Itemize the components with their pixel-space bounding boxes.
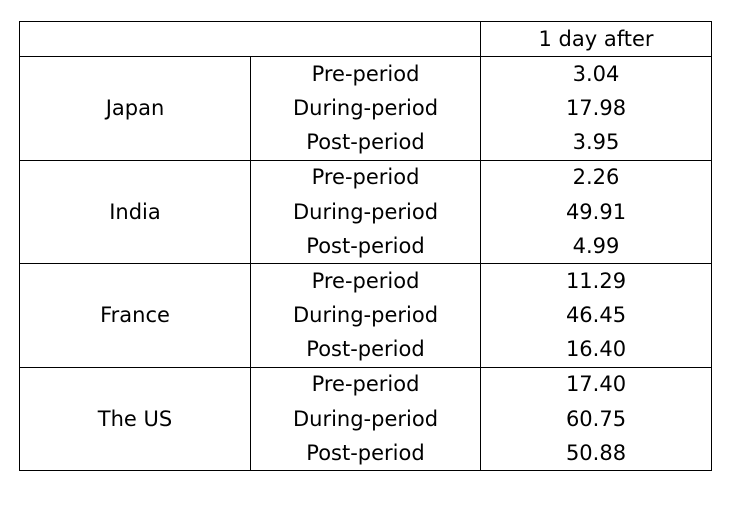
value-cell: 3.04 — [480, 56, 712, 92]
table-row: Post-period 16.40 — [20, 332, 712, 368]
results-table: 1 day after Japan Pre-period 3.04 During… — [19, 20, 712, 472]
period-cell: Post-period — [250, 436, 481, 472]
value-cell: 46.45 — [480, 298, 712, 333]
period-cell: During-period — [250, 298, 481, 333]
table-row: During-period 49.91 — [20, 194, 712, 230]
country-cell: Japan — [19, 56, 251, 161]
country-cell: India — [19, 159, 251, 265]
period-cell: During-period — [250, 402, 481, 437]
value-cell: 2.26 — [480, 159, 712, 195]
period-cell: Post-period — [250, 332, 481, 368]
table-row: Japan Pre-period 3.04 — [19, 56, 712, 161]
header-empty-cell — [19, 20, 481, 58]
table-row: The US Pre-period 17.40 — [19, 366, 712, 472]
table-row: During-period 46.45 — [20, 298, 712, 333]
value-cell: 16.40 — [480, 332, 712, 368]
country-cell: France — [19, 263, 251, 368]
value-cell: 17.98 — [480, 91, 712, 126]
table-row: Post-period 50.88 — [20, 436, 712, 472]
period-cell: Pre-period — [250, 263, 481, 299]
period-cell: During-period — [250, 91, 481, 126]
value-cell: 17.40 — [480, 366, 712, 403]
table-row: India Pre-period 2.26 — [19, 159, 712, 265]
period-cell: During-period — [250, 194, 481, 230]
period-cell: Pre-period — [250, 159, 481, 195]
value-cell: 60.75 — [480, 402, 712, 437]
value-cell: 3.95 — [480, 125, 712, 161]
column-header: 1 day after — [480, 20, 712, 58]
period-cell: Post-period — [250, 229, 481, 265]
value-cell: 50.88 — [480, 436, 712, 472]
header-row: 1 day after — [19, 20, 712, 58]
table-row: France Pre-period 11.29 — [19, 263, 712, 368]
table-row: During-period 60.75 — [20, 402, 712, 437]
country-cell: The US — [19, 366, 251, 472]
value-cell: 49.91 — [480, 194, 712, 230]
value-cell: 4.99 — [480, 229, 712, 265]
period-cell: Post-period — [250, 125, 481, 161]
period-cell: Pre-period — [250, 366, 481, 403]
period-cell: Pre-period — [250, 56, 481, 92]
table-row: During-period 17.98 — [20, 91, 712, 126]
value-cell: 11.29 — [480, 263, 712, 299]
